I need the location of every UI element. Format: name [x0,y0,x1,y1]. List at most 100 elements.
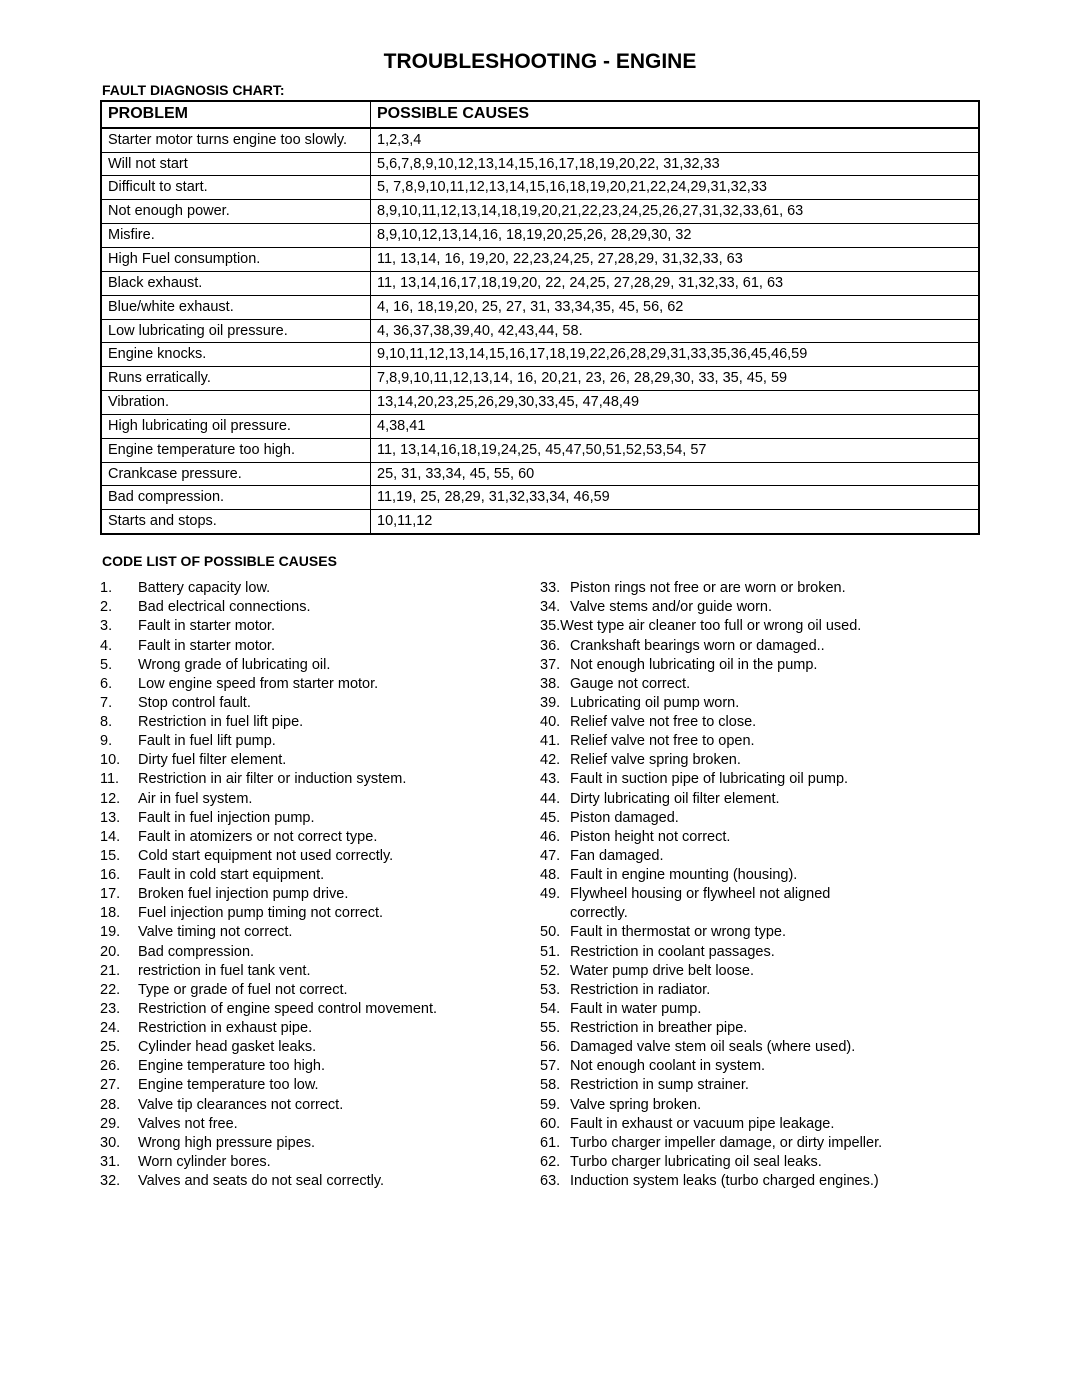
code-item: 46.Piston height not correct. [540,828,980,847]
code-number [540,904,570,923]
problem-cell: Not enough power. [101,200,371,224]
code-item: 27.Engine temperature too low. [100,1076,540,1095]
codes-column-left: 1.Battery capacity low.2.Bad electrical … [100,579,540,1191]
causes-cell: 11, 13,14, 16, 19,20, 22,23,24,25, 27,28… [371,248,980,272]
code-item: 29.Valves not free. [100,1115,540,1134]
code-item: 40.Relief valve not free to close. [540,713,980,732]
causes-cell: 13,14,20,23,25,26,29,30,33,45, 47,48,49 [371,391,980,415]
table-row: Vibration.13,14,20,23,25,26,29,30,33,45,… [101,391,979,415]
code-number: 3. [100,617,138,636]
code-text: Turbo charger impeller damage, or dirty … [570,1134,882,1153]
table-row: Runs erratically.7,8,9,10,11,12,13,14, 1… [101,367,979,391]
code-number: 61. [540,1134,570,1153]
causes-cell: 11, 13,14,16,17,18,19,20, 22, 24,25, 27,… [371,271,980,295]
code-item: 63.Induction system leaks (turbo charged… [540,1172,980,1191]
problem-cell: Black exhaust. [101,271,371,295]
problem-cell: High lubricating oil pressure. [101,414,371,438]
causes-cell: 8,9,10,11,12,13,14,18,19,20,21,22,23,24,… [371,200,980,224]
codes-title: CODE LIST OF POSSIBLE CAUSES [102,553,980,569]
code-number: 16. [100,866,138,885]
code-number: 6. [100,675,138,694]
problem-cell: Low lubricating oil pressure. [101,319,371,343]
code-text: Fault in starter motor. [138,617,275,636]
code-item: 17.Broken fuel injection pump drive. [100,885,540,904]
problem-cell: Blue/white exhaust. [101,295,371,319]
problem-cell: Engine knocks. [101,343,371,367]
code-item: 34.Valve stems and/or guide worn. [540,598,980,617]
code-text: Fault in fuel injection pump. [138,809,315,828]
code-text: Valve spring broken. [570,1096,701,1115]
code-number: 40. [540,713,570,732]
code-text: Valve timing not correct. [138,923,292,942]
code-item: 3.Fault in starter motor. [100,617,540,636]
code-text: Lubricating oil pump worn. [570,694,739,713]
code-item: 38.Gauge not correct. [540,675,980,694]
code-item: 9.Fault in fuel lift pump. [100,732,540,751]
table-row: Low lubricating oil pressure.4, 36,37,38… [101,319,979,343]
table-row: High Fuel consumption.11, 13,14, 16, 19,… [101,248,979,272]
code-number: 13. [100,809,138,828]
code-text: Engine temperature too high. [138,1057,325,1076]
code-number: 58. [540,1076,570,1095]
code-text: restriction in fuel tank vent. [138,962,310,981]
code-text: Worn cylinder bores. [138,1153,271,1172]
code-number: 44. [540,790,570,809]
code-item: 54.Fault in water pump. [540,1000,980,1019]
code-number: 63. [540,1172,570,1191]
table-header-row: PROBLEM POSSIBLE CAUSES [101,101,979,128]
code-number: 49. [540,885,570,904]
table-row: Starter motor turns engine too slowly.1,… [101,128,979,152]
code-text: Flywheel housing or flywheel not aligned [570,885,830,904]
code-text: Dirty fuel filter element. [138,751,286,770]
causes-cell: 4, 16, 18,19,20, 25, 27, 31, 33,34,35, 4… [371,295,980,319]
code-text: Fault in water pump. [570,1000,701,1019]
code-item: 53.Restriction in radiator. [540,981,980,1000]
code-item: 19.Valve timing not correct. [100,923,540,942]
problem-cell: Will not start [101,152,371,176]
code-text: Not enough coolant in system. [570,1057,765,1076]
code-number: 25. [100,1038,138,1057]
code-text: Restriction in air filter or induction s… [138,770,406,789]
code-item: 11.Restriction in air filter or inductio… [100,770,540,789]
code-item: 52.Water pump drive belt loose. [540,962,980,981]
code-number: 9. [100,732,138,751]
causes-cell: 10,11,12 [371,510,980,534]
code-text: Restriction in exhaust pipe. [138,1019,312,1038]
problem-cell: Crankcase pressure. [101,462,371,486]
code-item: 23.Restriction of engine speed control m… [100,1000,540,1019]
code-item: 41.Relief valve not free to open. [540,732,980,751]
table-row: Not enough power.8,9,10,11,12,13,14,18,1… [101,200,979,224]
code-number: 31. [100,1153,138,1172]
code-text: Type or grade of fuel not correct. [138,981,348,1000]
code-text: Relief valve not free to close. [570,713,756,732]
causes-cell: 11,19, 25, 28,29, 31,32,33,34, 46,59 [371,486,980,510]
code-text: Bad compression. [138,943,254,962]
code-item: 24.Restriction in exhaust pipe. [100,1019,540,1038]
table-row: Bad compression. 11,19, 25, 28,29, 31,32… [101,486,979,510]
code-text: Valve tip clearances not correct. [138,1096,343,1115]
code-number: 43. [540,770,570,789]
code-item: 20.Bad compression. [100,943,540,962]
code-text: Fault in suction pipe of lubricating oil… [570,770,848,789]
code-text: Restriction in sump strainer. [570,1076,749,1095]
code-text: Fault in atomizers or not correct type. [138,828,377,847]
code-number: 51. [540,943,570,962]
code-item: 16.Fault in cold start equipment. [100,866,540,885]
code-item: 4.Fault in starter motor. [100,637,540,656]
code-item: 13.Fault in fuel injection pump. [100,809,540,828]
code-number: 30. [100,1134,138,1153]
code-text: Piston height not correct. [570,828,730,847]
code-text: Cylinder head gasket leaks. [138,1038,316,1057]
code-item: 47.Fan damaged. [540,847,980,866]
table-row: Will not start5,6,7,8,9,10,12,13,14,15,1… [101,152,979,176]
code-number: 29. [100,1115,138,1134]
code-number: 10. [100,751,138,770]
code-text: Gauge not correct. [570,675,690,694]
code-text: Restriction in fuel lift pipe. [138,713,303,732]
causes-cell: 7,8,9,10,11,12,13,14, 16, 20,21, 23, 26,… [371,367,980,391]
code-number: 36. [540,637,570,656]
code-number: 5. [100,656,138,675]
problem-cell: Starts and stops. [101,510,371,534]
table-row: Blue/white exhaust.4, 16, 18,19,20, 25, … [101,295,979,319]
table-row: Engine knocks.9,10,11,12,13,14,15,16,17,… [101,343,979,367]
